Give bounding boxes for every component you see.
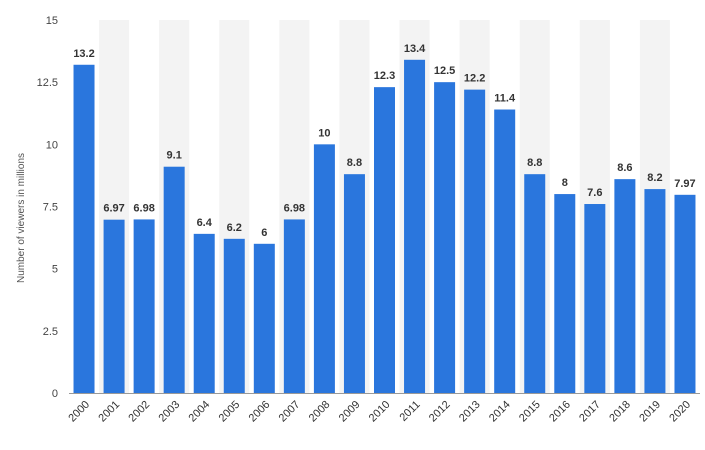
x-tick-label-2017: 2017	[577, 399, 603, 425]
x-tick-label-2020: 2020	[667, 399, 693, 425]
bar-2006[interactable]	[253, 243, 275, 393]
x-tick-label-2002: 2002	[126, 399, 152, 425]
data-labels: 13.2 6.97 6.98 9.1 6.4 6.2 6 6.98 10 8.8 12.3 13.4 1…	[73, 43, 695, 239]
x-tick-label-2016: 2016	[547, 399, 573, 425]
bar-2011[interactable]	[404, 59, 426, 393]
data-label-2017: 7.6	[587, 187, 602, 199]
y-axis-ticks: 0 2.5 5 7.5 10 12.5 15	[37, 15, 58, 400]
x-tick-label-2013: 2013	[457, 399, 483, 425]
bar-2002[interactable]	[133, 219, 155, 393]
data-label-2018: 8.6	[617, 162, 632, 174]
y-tick-label: 0	[52, 388, 58, 400]
bar-2016[interactable]	[554, 194, 576, 393]
data-label-2004: 6.4	[197, 217, 213, 229]
bar-2010[interactable]	[374, 87, 395, 393]
bar-2012[interactable]	[434, 82, 456, 394]
data-label-2019: 8.2	[647, 172, 662, 184]
y-tick-label: 15	[46, 15, 58, 27]
x-tick-label-2015: 2015	[517, 399, 543, 425]
bar-2020[interactable]	[674, 194, 696, 393]
data-label-2010: 12.3	[374, 70, 395, 82]
x-axis-ticks: 2000 2001 2002 2003 2004 2005 2006 2007 2008 2009…	[66, 399, 693, 425]
x-tick-label-2004: 2004	[187, 399, 213, 425]
data-label-2007: 6.98	[284, 202, 305, 214]
y-tick-label: 5	[52, 264, 58, 276]
data-label-2014: 11.4	[494, 93, 516, 105]
data-label-2011: 13.4	[404, 43, 426, 55]
data-label-2012: 12.5	[434, 65, 455, 77]
data-label-2020: 7.97	[674, 178, 695, 190]
y-tick-label: 2.5	[43, 326, 58, 338]
bar-2013[interactable]	[464, 89, 486, 394]
data-label-2002: 6.98	[133, 202, 154, 214]
x-tick-label-2005: 2005	[217, 399, 243, 425]
x-tick-label-2011: 2011	[397, 399, 422, 424]
bar-2014[interactable]	[494, 109, 516, 394]
x-tick-label-2001: 2001	[96, 399, 122, 425]
bar-2004[interactable]	[193, 233, 215, 393]
x-tick-label-2012: 2012	[427, 399, 453, 425]
x-tick-label-2000: 2000	[66, 399, 92, 425]
data-label-2008: 10	[318, 127, 330, 139]
x-tick-label-2019: 2019	[637, 399, 663, 425]
data-label-2016: 8	[562, 177, 568, 189]
y-axis-label: Number of viewers in millions	[16, 153, 27, 283]
y-tick-label: 12.5	[37, 77, 58, 89]
bar-2015[interactable]	[524, 174, 546, 393]
data-label-2001: 6.97	[103, 203, 124, 215]
data-label-2005: 6.2	[227, 222, 242, 234]
x-tick-label-2007: 2007	[277, 399, 303, 425]
bar-2008[interactable]	[313, 144, 335, 393]
data-label-2000: 13.2	[73, 48, 94, 60]
data-label-2003: 9.1	[167, 150, 182, 162]
x-tick-label-2008: 2008	[307, 399, 333, 425]
bar-2017[interactable]	[584, 204, 606, 393]
bars	[73, 59, 696, 394]
x-tick-label-2009: 2009	[337, 399, 363, 425]
x-tick-label-2006: 2006	[247, 399, 273, 425]
x-tick-label-2003: 2003	[156, 399, 182, 425]
bar-2003[interactable]	[163, 166, 185, 393]
bar-2018[interactable]	[614, 179, 636, 393]
data-label-2013: 12.2	[464, 73, 485, 85]
bar-2007[interactable]	[283, 219, 305, 393]
data-label-2006: 6	[261, 227, 267, 239]
data-label-2015: 8.8	[527, 157, 542, 169]
bar-2005[interactable]	[223, 238, 245, 393]
bar-2001[interactable]	[103, 219, 125, 393]
bar-2009[interactable]	[343, 174, 365, 393]
x-tick-label-2014: 2014	[487, 399, 513, 425]
y-tick-label: 7.5	[43, 202, 58, 214]
data-label-2009: 8.8	[347, 157, 362, 169]
y-tick-label: 10	[46, 139, 58, 151]
x-tick-label-2018: 2018	[607, 399, 633, 425]
x-tick-label-2010: 2010	[367, 399, 393, 425]
bar-2019[interactable]	[644, 189, 666, 393]
bar-2000[interactable]	[73, 64, 95, 393]
